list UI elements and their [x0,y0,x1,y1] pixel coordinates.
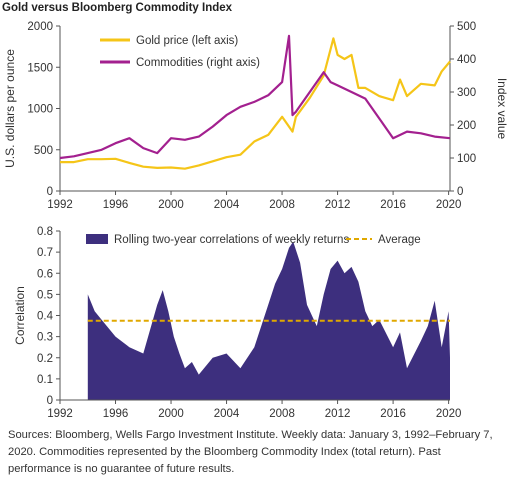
top-x-tick-label: 2008 [269,199,295,211]
bottom-x-tick-label: 2004 [214,408,240,420]
top-right-tick-label: 300 [457,87,476,99]
average-legend-label: Average [378,234,421,246]
top-left-tick-label: 2000 [27,21,53,33]
top-y2-axis-label: Index value [495,78,509,140]
bottom-x-tick-label: 2016 [380,408,406,420]
bottom-y-tick-label: 0.8 [37,226,53,238]
chart-canvas: 0 500 1000 1500 2000 0 100 200 300 400 500 1992 1996… [3,21,509,420]
source-note: Sources: Bloomberg, Wells Fargo Investme… [8,429,493,475]
top-right-tick-label: 400 [457,54,476,66]
chart-title: Gold versus Bloomberg Commodity Index [2,2,233,14]
bottom-y-tick-label: 0.7 [37,247,53,259]
gold-series-line [60,37,451,170]
bottom-y-tick-label: 0.5 [37,289,53,301]
top-x-tick-label: 1996 [103,199,129,211]
bottom-y-axis-label: Correlation [13,286,27,345]
bottom-x-tick-label: 2020 [436,408,462,420]
top-left-tick-label: 1500 [27,62,53,74]
commodities-legend-label: Commodities (right axis) [136,57,260,69]
top-x-tick-label: 2012 [325,199,351,211]
top-right-tick-label: 200 [457,120,476,132]
top-right-tick-label: 500 [457,21,476,33]
top-x-tick-label: 2004 [214,199,240,211]
bottom-y-tick-label: 0 [47,395,53,407]
top-x-tick-label: 2000 [158,199,184,211]
top-right-tick-label: 0 [457,186,463,198]
top-left-tick-label: 1000 [27,104,53,116]
bottom-x-tick-label: 2008 [269,408,295,420]
correlation-area [87,241,451,400]
gold-legend-label: Gold price (left axis) [136,35,238,47]
bottom-x-tick-label: 2012 [325,408,351,420]
top-y-axis-label: U.S. dollars per ounce [3,49,17,168]
bottom-y-tick-label: 0.2 [37,353,53,365]
top-x-tick-label: 2020 [436,199,462,211]
top-left-tick-label: 500 [34,145,53,157]
correlation-legend-label: Rolling two-year correlations of weekly … [114,234,349,246]
top-x-tick-label: 1992 [47,199,73,211]
commodities-series-line [59,34,451,160]
top-right-tick-label: 100 [457,153,476,165]
top-left-tick-label: 0 [47,186,53,198]
bottom-x-tick-label: 1996 [103,408,129,420]
bottom-y-tick-label: 0.4 [37,311,54,323]
bottom-y-tick-label: 0.3 [37,332,53,344]
bottom-x-tick-label: 2000 [158,408,184,420]
correlation-legend-swatch [86,234,108,244]
bottom-x-tick-label: 1992 [47,408,73,420]
top-x-tick-label: 2016 [380,199,406,211]
bottom-y-tick-label: 0.1 [37,374,53,386]
bottom-y-tick-label: 0.6 [37,268,53,280]
